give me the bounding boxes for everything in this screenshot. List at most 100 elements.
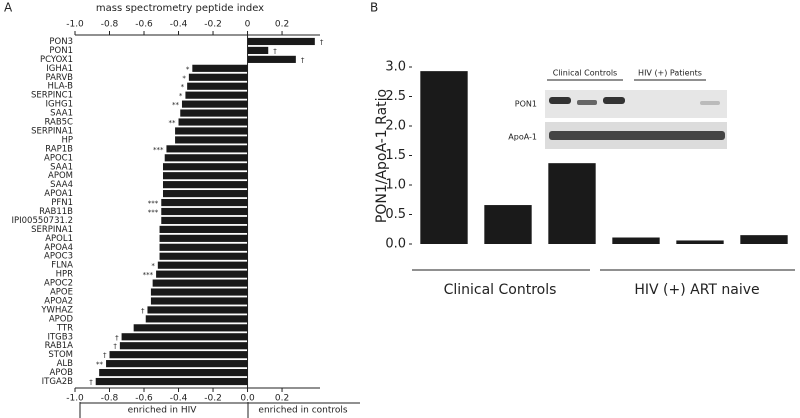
x2-tick-label: 0.2 [275,20,289,30]
bar [147,306,248,314]
inset-group: HIV (+) Patients [638,69,702,78]
category-label: APOA1 [44,189,73,199]
significance-marker: † [103,352,107,360]
bar [188,73,248,81]
inset-blot: Clinical Controls HIV (+) Patients PON1 … [508,69,727,149]
blot-band [603,97,625,104]
x2-tick-label: -1.0 [66,20,84,30]
y-tick-label: 1.5 [385,148,406,163]
x-tick-label: -0.6 [135,394,153,404]
bar [420,71,468,244]
category-label: SERPINC1 [31,91,73,101]
significance-marker: ** [172,101,180,109]
category-label: APOD [49,314,74,324]
bar [162,172,248,180]
category-label: APOE [50,288,73,298]
category-label: APOL1 [45,234,73,244]
x-tick-label: -0.4 [170,394,188,404]
y-tick-label: 2.0 [385,119,406,134]
x-tick-label: 0.0 [240,394,255,404]
bar [159,243,248,251]
category-label: PON1 [49,46,73,56]
significance-marker: ** [96,361,104,369]
bar [187,82,248,90]
bar [185,91,248,99]
region-label: enriched in controls [258,406,347,416]
category-label: APOB [50,368,74,378]
significance-marker: † [115,334,119,342]
significance-marker: * [179,92,183,100]
bar [740,235,788,244]
significance-marker: ** [169,119,177,127]
y-tick-label: 0.0 [385,237,406,252]
category-label: TTR [56,323,73,333]
bar [164,154,248,162]
category-label: PON3 [49,37,73,47]
category-label: RAB1A [45,341,74,351]
bar [247,55,296,63]
group-label: Clinical Controls [444,282,557,298]
significance-marker: * [182,74,186,82]
category-label: SAA4 [50,180,73,190]
bar [106,360,248,368]
category-label: STOM [48,350,73,360]
bar [150,297,248,305]
category-label: HLA-B [47,82,73,92]
significance-marker: † [301,56,305,64]
category-label: HP [61,135,73,145]
bar [181,100,248,108]
category-label: APOA2 [44,296,73,306]
category-label: ALB [57,359,74,369]
significance-marker: † [141,307,145,315]
x2-tick-label: -0.6 [135,20,153,30]
x-tick-label: -1.0 [66,394,84,404]
bar [99,368,248,377]
bar [192,64,248,72]
bar [162,181,248,189]
category-label: HPR [56,270,74,280]
group-label: HIV (+) ART naive [634,282,759,298]
significance-marker: † [113,343,117,351]
significance-marker: * [151,262,155,270]
bar [133,324,248,332]
blot-band [577,100,597,105]
category-label: APOC2 [44,279,73,289]
category-label: RAP1B [45,144,73,154]
category-label: IGHG1 [46,100,73,110]
blot-band [549,97,571,104]
bar [612,237,660,244]
significance-marker: * [181,83,185,91]
bar [161,207,248,216]
bar [676,240,724,244]
blot-band [549,131,725,140]
bar [159,225,248,233]
inset-row: ApoA-1 [508,133,537,142]
bar [145,315,248,323]
category-label: PARVB [46,73,74,83]
category-label: APOC1 [44,153,73,163]
bar [162,190,248,198]
bar [161,198,248,207]
bar [166,145,248,153]
blot-strip [545,90,727,118]
category-label: APOA4 [44,243,73,253]
x2-tick-label: 0 [245,20,251,30]
bar [247,46,269,55]
significance-marker: *** [148,209,159,217]
bar [119,342,248,350]
y-tick-label: 0.5 [385,207,406,222]
x2-tick-label: -0.8 [101,20,119,30]
panel-label: A [4,1,13,15]
inset-group: Clinical Controls [553,69,617,78]
x-tick-label: 0.2 [275,394,289,404]
category-label: PFN1 [51,198,73,208]
category-label: ITGB3 [47,332,73,342]
panel-label: B [370,1,378,15]
bar [150,288,248,296]
significance-marker: *** [148,200,159,208]
bar [175,136,248,144]
x2-tick-label: -0.2 [204,20,222,30]
y-tick-label: 1.0 [385,178,406,193]
bar [109,351,248,359]
